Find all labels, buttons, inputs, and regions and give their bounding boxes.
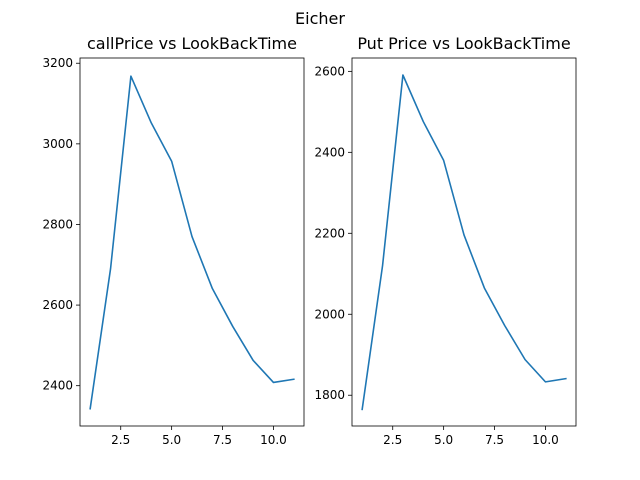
series-line [89, 75, 295, 410]
x-tick-label: 10.0 [260, 433, 287, 447]
y-tick-label: 2800 [42, 217, 73, 231]
x-tick-label: 5.0 [162, 433, 181, 447]
x-tick-label: 5.0 [434, 433, 453, 447]
y-tick-label: 2200 [314, 226, 345, 240]
x-tick-label: 10.0 [532, 433, 559, 447]
call-price-panel: callPrice vs LookBackTime 2.5 5.0 7.5 10.0 24… [42, 34, 305, 447]
plot-frame [351, 57, 577, 427]
y-tick-label: 2600 [314, 64, 345, 78]
y-tick-label: 3000 [42, 137, 73, 151]
plot-frame [79, 57, 305, 427]
panel-title: Put Price vs LookBackTime [357, 34, 570, 53]
series-line [361, 74, 567, 411]
x-tick-label: 2.5 [383, 433, 402, 447]
y-tick-label: 1800 [314, 388, 345, 402]
y-tick-label: 2600 [42, 298, 73, 312]
figure-title: Eicher [295, 9, 345, 28]
panel-title: callPrice vs LookBackTime [87, 34, 297, 53]
y-tick-label: 2400 [42, 379, 73, 393]
y-tick-label: 2000 [314, 307, 345, 321]
y-tick-label: 3200 [42, 56, 73, 70]
x-tick-label: 7.5 [485, 433, 504, 447]
put-price-panel: Put Price vs LookBackTime 2.5 5.0 7.5 10.0 18… [314, 34, 577, 447]
x-tick-label: 7.5 [213, 433, 232, 447]
y-tick-label: 2400 [314, 145, 345, 159]
x-tick-label: 2.5 [111, 433, 130, 447]
